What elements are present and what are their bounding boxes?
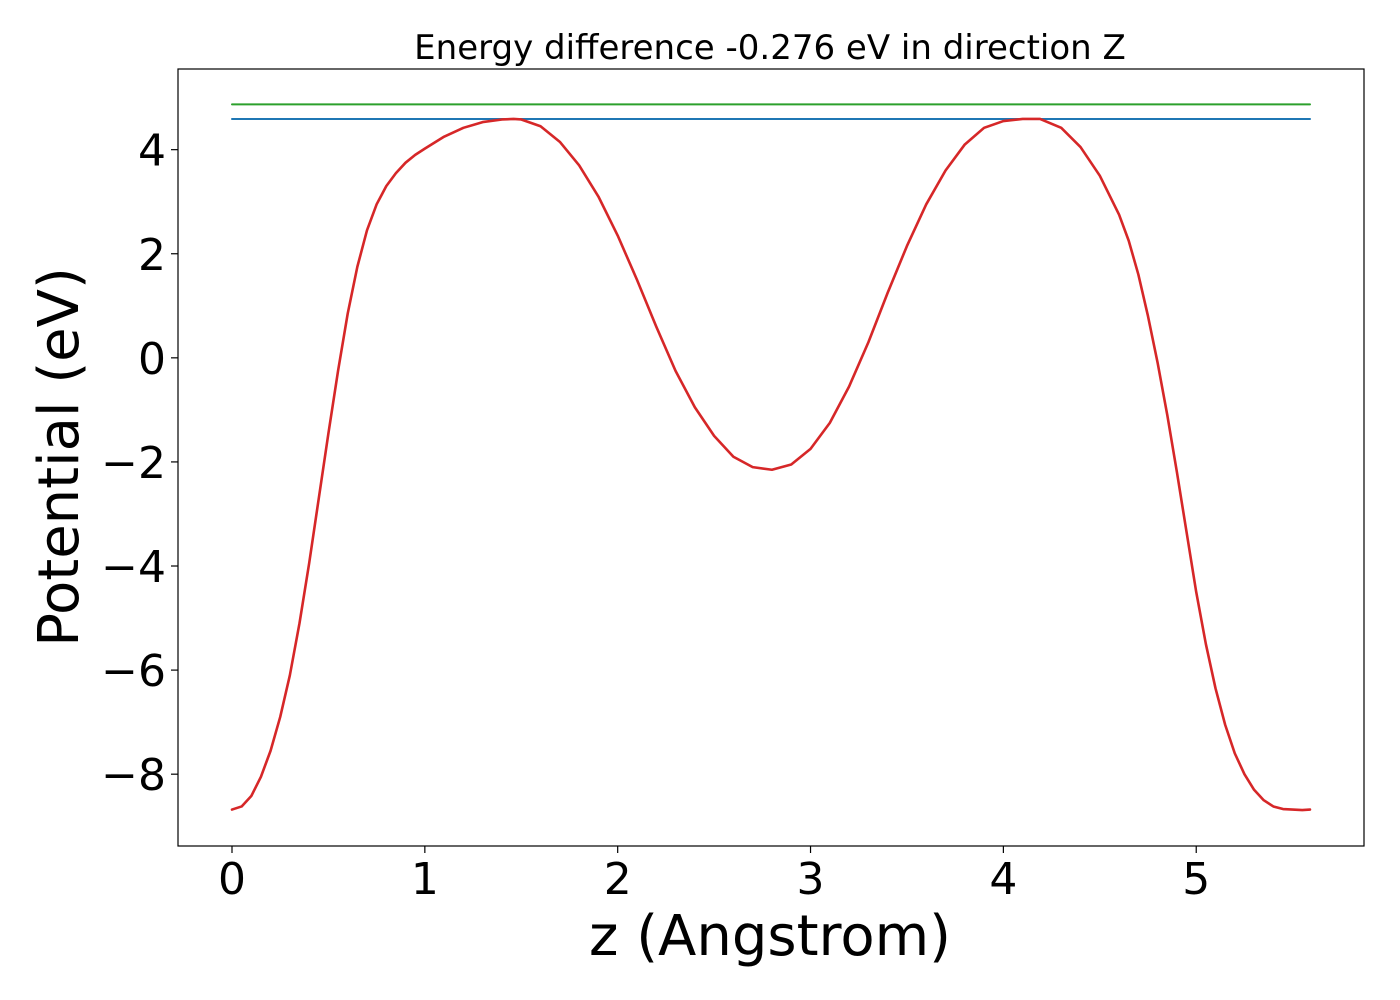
- y-tick-label: 2: [138, 230, 166, 281]
- potential-curve: [230, 117, 1312, 812]
- y-tick-label: 0: [138, 334, 166, 385]
- y-tick-label: −2: [101, 438, 166, 489]
- y-axis-label: Potential (eV): [27, 267, 92, 647]
- x-tick-label: 1: [411, 854, 439, 905]
- y-tick-label: −6: [101, 646, 166, 697]
- x-axis-label: z (Angstrom): [589, 904, 951, 969]
- chart-title: Energy difference -0.276 eV in direction…: [414, 28, 1126, 68]
- y-tick-label: −4: [101, 542, 166, 593]
- y-axis: −8 −6 −4 −2 0 2 4: [101, 126, 178, 801]
- x-tick-label: 2: [604, 854, 632, 905]
- x-tick-label: 0: [218, 854, 246, 905]
- x-tick-label: 5: [1182, 854, 1210, 905]
- y-tick-label: 4: [138, 126, 166, 177]
- x-tick-label: 3: [797, 854, 825, 905]
- x-tick-label: 4: [989, 854, 1017, 905]
- y-tick-label: −8: [101, 750, 166, 801]
- plot-area-frame: [177, 68, 1365, 847]
- series-layer: [230, 103, 1312, 812]
- x-axis: 0 1 2 3 4 5: [218, 846, 1210, 905]
